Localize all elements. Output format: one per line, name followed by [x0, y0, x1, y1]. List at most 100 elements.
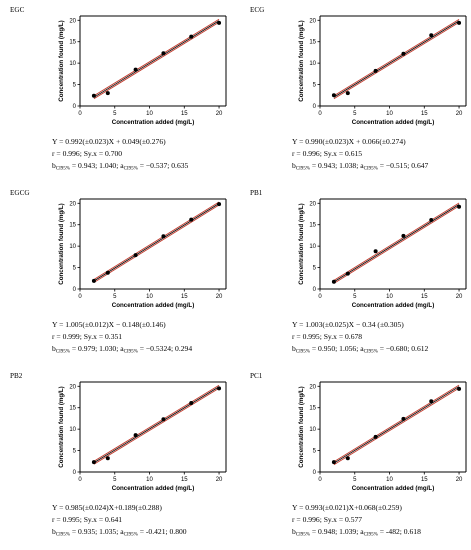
data-point — [401, 416, 406, 421]
x-axis-title: Concentration added (mg/L) — [112, 485, 195, 492]
x-tick-label: 0 — [78, 477, 82, 483]
correlation-text: r = 0.999; Sy.x = 0.351 — [52, 332, 122, 341]
b-symbol: b — [52, 527, 56, 536]
data-point — [91, 93, 96, 98]
x-tick-label: 0 — [318, 477, 322, 483]
b-symbol: b — [52, 161, 56, 170]
x-tick-label: 5 — [353, 477, 357, 483]
x-tick-label: 5 — [113, 477, 117, 483]
x-axis-title: Concentration added (mg/L) — [112, 119, 195, 126]
y-tick-label: 15 — [69, 40, 76, 46]
a-ci-values: = -482; 0.618 — [378, 527, 421, 536]
data-point — [189, 401, 194, 405]
y-tick-label: 5 — [313, 449, 317, 455]
data-point — [429, 218, 434, 222]
x-tick-label: 10 — [386, 111, 393, 117]
x-axis-title: Concentration added (mg/L) — [352, 485, 435, 492]
y-tick-label: 0 — [73, 104, 77, 110]
panel-title: ECG — [250, 6, 264, 14]
data-point — [91, 278, 96, 283]
data-point — [429, 399, 434, 404]
y-axis-title: Concentration found (mg/L) — [58, 386, 65, 467]
panel-egcg: EGCG 0 5 10 15 20 0 5 10 15 20 Concentration added … — [0, 183, 235, 366]
regression-equation: Y = 1.003(±0.025)X − 0.34 (±0.305) — [292, 320, 404, 329]
correlation-text: r = 0.996; Sy.x = 0.577 — [292, 515, 362, 524]
a-ci-values: = −0.5324; 0.294 — [138, 344, 193, 353]
a-subscript: CI95% — [364, 533, 378, 538]
data-point — [105, 270, 110, 275]
fit-line — [93, 386, 220, 464]
b-symbol: b — [292, 344, 296, 353]
x-tick-label: 10 — [386, 477, 393, 483]
y-tick-label: 0 — [313, 104, 317, 110]
panel-title: EGCG — [10, 189, 30, 197]
x-tick-label: 15 — [181, 111, 188, 117]
confidence-interval-text: bCI95% = 0.948; 1.039; aCI95% = -482; 0.… — [292, 527, 421, 538]
x-tick-label: 15 — [421, 111, 428, 117]
b-subscript: CI95% — [296, 533, 310, 538]
a-subscript: CI95% — [124, 533, 138, 538]
regression-equation: Y = 0.990(±0.023)X + 0.066(±0.274) — [292, 137, 406, 146]
x-axis-title: Concentration added (mg/L) — [352, 302, 435, 309]
lower-ci-line — [93, 21, 220, 100]
b-ci-values: = 0.943; 1.038; — [310, 161, 360, 170]
a-subscript: CI95% — [364, 167, 378, 172]
y-tick-label: 10 — [69, 61, 76, 67]
correlation-text: r = 0.996; Sy.x = 0.700 — [52, 149, 122, 158]
panel-title: EGC — [10, 6, 25, 14]
y-tick-label: 5 — [313, 266, 317, 272]
data-point — [217, 386, 222, 391]
a-symbol: a — [120, 161, 124, 170]
lower-ci-line — [333, 21, 460, 100]
data-point — [161, 234, 166, 239]
y-tick-label: 0 — [313, 470, 317, 476]
x-tick-label: 15 — [181, 477, 188, 483]
data-point — [105, 456, 110, 461]
y-tick-label: 20 — [69, 384, 76, 390]
correlation-text: r = 0.996; Sy.x = 0.615 — [292, 149, 362, 158]
y-tick-label: 20 — [309, 201, 316, 207]
b-symbol: b — [292, 161, 296, 170]
y-tick-label: 20 — [309, 384, 316, 390]
x-tick-label: 15 — [421, 477, 428, 483]
y-tick-label: 15 — [309, 223, 316, 229]
panel-title: PB2 — [10, 372, 23, 380]
b-subscript: CI95% — [56, 533, 70, 538]
b-subscript: CI95% — [56, 167, 70, 172]
y-tick-label: 0 — [313, 287, 317, 293]
data-point — [161, 417, 166, 422]
regression-chart: EGC 0 5 10 15 20 0 5 10 15 20 Concentration added (… — [10, 6, 227, 172]
b-ci-values: = 0.935; 1.035; — [70, 527, 120, 536]
b-subscript: CI95% — [296, 167, 310, 172]
x-tick-label: 10 — [146, 294, 153, 300]
lower-ci-line — [333, 205, 460, 284]
x-axis-title: Concentration added (mg/L) — [352, 119, 435, 126]
panel-title: PC1 — [250, 372, 263, 380]
x-tick-label: 5 — [353, 294, 357, 300]
fit-line — [93, 20, 220, 98]
y-axis-title: Concentration found (mg/L) — [298, 386, 305, 467]
regression-chart: PB2 0 5 10 15 20 0 5 10 15 20 Concentration added (… — [10, 372, 227, 538]
confidence-interval-text: bCI95% = 0.935; 1.035; aCI95% = -0.421; … — [52, 527, 187, 538]
a-ci-values: = −0.537; 0.635 — [138, 161, 189, 170]
y-axis-title: Concentration found (mg/L) — [298, 203, 305, 284]
b-ci-values: = 0.950; 1.056; — [310, 344, 360, 353]
y-tick-label: 10 — [309, 61, 316, 67]
x-tick-label: 20 — [216, 477, 223, 483]
y-axis-title: Concentration found (mg/L) — [58, 203, 65, 284]
y-tick-label: 5 — [73, 266, 77, 272]
a-symbol: a — [360, 527, 364, 536]
lower-ci-line — [93, 204, 220, 283]
x-tick-label: 5 — [113, 294, 117, 300]
y-tick-label: 20 — [69, 201, 76, 207]
data-point — [217, 20, 222, 25]
x-tick-label: 20 — [456, 111, 463, 117]
y-axis-title: Concentration found (mg/L) — [298, 20, 305, 101]
y-tick-label: 0 — [73, 287, 77, 293]
a-subscript: CI95% — [364, 350, 378, 355]
data-point — [457, 20, 462, 25]
confidence-interval-text: bCI95% = 0.979; 1.030; aCI95% = −0.5324;… — [52, 344, 192, 355]
regression-equation: Y = 0.985(±0.024)X+0.189(±0.288) — [52, 503, 162, 512]
correlation-text: r = 0.995; Sy.x = 0.678 — [292, 332, 362, 341]
a-subscript: CI95% — [124, 350, 138, 355]
